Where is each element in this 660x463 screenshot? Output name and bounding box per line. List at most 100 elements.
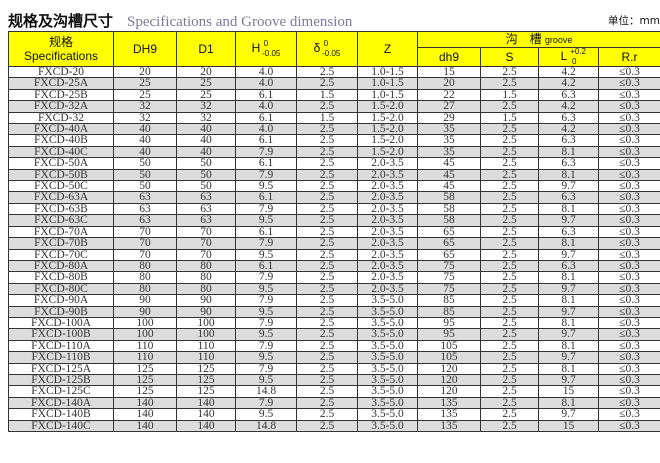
cell-h: 9.5	[235, 248, 297, 261]
cell-z: 1.0-1.5	[357, 77, 418, 90]
cell-dh9-bore: 110	[113, 351, 177, 364]
cell-dh9-bore: 70	[113, 237, 177, 250]
cell-s: 2.5	[480, 396, 539, 410]
cell-s: 2.5	[480, 145, 539, 159]
cell-dh9-bore: 32	[113, 111, 177, 125]
table-row: FXCD-70C 70 70 9.5 2.5 2.0-3.5 65 2.5 9.7 ≤0.3	[8, 248, 660, 261]
cell-d1: 110	[176, 351, 236, 364]
cell-d1: 70	[176, 248, 236, 261]
table-row: FXCD-32 32 32 6.1 1.5 1.5-2.0 29 1.5 6.3 ≤0.3	[8, 111, 660, 125]
cell-delta: 2.5	[296, 180, 358, 193]
table-row: FXCD-90A 90 90 7.9 2.5 3.5-5.0 85 2.5 8.1 ≤0.3	[8, 294, 660, 307]
cell-d1: 32	[176, 100, 236, 113]
cell-spec: FXCD-50B	[8, 168, 114, 182]
cell-l: 6.3	[538, 88, 599, 102]
table-row: FXCD-110B 110 110 9.5 2.5 3.5-5.0 105 2.5 9.7 ≤0.…	[8, 351, 660, 364]
cell-l: 4.2	[538, 123, 599, 136]
cell-rr: ≤0.3	[597, 157, 660, 170]
h-tol-upper: 0	[263, 39, 269, 48]
cell-h: 9.5	[235, 214, 297, 227]
cell-h: 7.9	[235, 339, 297, 353]
cell-s: 2.5	[480, 123, 539, 136]
cell-delta: 2.5	[296, 316, 358, 330]
cell-z: 2.0-3.5	[357, 259, 418, 273]
table-row: FXCD-40A 40 40 4.0 2.5 1.5-2.0 35 2.5 4.2 ≤0.3	[8, 123, 660, 136]
cell-l: 8.1	[538, 339, 599, 353]
cell-spec: FXCD-125C	[8, 385, 114, 398]
cell-d1: 125	[176, 373, 236, 387]
cell-z: 3.5-5.0	[357, 316, 418, 330]
cell-h: 4.0	[235, 100, 297, 113]
cell-groove-dh9: 105	[417, 351, 481, 364]
cell-spec: FXCD-40C	[8, 145, 114, 159]
cell-z: 2.0-3.5	[357, 237, 418, 250]
cell-s: 2.5	[480, 351, 539, 364]
cell-s: 2.5	[480, 419, 539, 433]
cell-rr: ≤0.3	[597, 373, 660, 387]
cell-d1: 50	[176, 180, 236, 193]
table-row: FXCD-25A 25 25 4.0 2.5 1.0-1.5 20 2.5 4.2 ≤0.3	[8, 77, 660, 90]
table-row: FXCD-70B 70 70 7.9 2.5 2.0-3.5 65 2.5 8.1 ≤0.3	[8, 237, 660, 250]
cell-l: 9.7	[538, 282, 599, 296]
cell-z: 1.5-2.0	[357, 100, 418, 113]
cell-rr: ≤0.3	[597, 88, 660, 102]
cell-h: 7.9	[235, 202, 297, 216]
cell-delta: 1.5	[296, 111, 358, 125]
table-row: FXCD-80B 80 80 7.9 2.5 2.0-3.5 75 2.5 8.1 ≤0.3	[8, 271, 660, 284]
cell-z: 2.0-3.5	[357, 202, 418, 216]
cell-l: 9.7	[538, 180, 599, 193]
spec-table: 规格 Specifications DH9 D1 H 0-0.05 δ 0-0.…	[8, 31, 660, 433]
cell-delta: 2.5	[296, 294, 358, 307]
cell-s: 1.5	[480, 111, 539, 125]
cell-dh9-bore: 50	[113, 180, 177, 193]
table-row: FXCD-140B 140 140 9.5 2.5 3.5-5.0 135 2.5 9.7 ≤0.…	[8, 408, 660, 421]
cell-l: 9.7	[538, 214, 599, 227]
cell-d1: 50	[176, 157, 236, 170]
cell-spec: FXCD-100B	[8, 328, 114, 341]
cell-groove-dh9: 65	[417, 225, 481, 239]
header-s: S	[480, 47, 539, 67]
cell-groove-dh9: 58	[417, 202, 481, 216]
cell-spec: FXCD-25A	[8, 77, 114, 90]
cell-l: 15	[538, 385, 599, 398]
cell-l: 8.1	[538, 396, 599, 410]
header-delta-label: δ	[313, 41, 321, 55]
cell-delta: 2.5	[296, 168, 358, 182]
l-tol-lower: 0	[571, 57, 577, 66]
cell-groove-dh9: 135	[417, 419, 481, 433]
cell-h: 9.5	[235, 408, 297, 421]
cell-z: 2.0-3.5	[357, 214, 418, 227]
cell-d1: 125	[176, 362, 236, 375]
cell-dh9-bore: 90	[113, 305, 177, 318]
cell-l: 8.1	[538, 271, 599, 284]
table-row: FXCD-140A 140 140 7.9 2.5 3.5-5.0 135 2.5 8.1 ≤0.…	[8, 396, 660, 410]
cell-s: 2.5	[480, 65, 539, 79]
cell-s: 2.5	[480, 77, 539, 90]
cell-h: 7.9	[235, 396, 297, 410]
cell-dh9-bore: 110	[113, 339, 177, 353]
cell-delta: 2.5	[296, 282, 358, 296]
cell-h: 6.1	[235, 134, 297, 147]
table-row: FXCD-80A 80 80 6.1 2.5 2.0-3.5 75 2.5 6.3 ≤0.3	[8, 259, 660, 273]
cell-d1: 20	[176, 65, 236, 79]
cell-dh9-bore: 40	[113, 145, 177, 159]
table-row: FXCD-125A 125 125 7.9 2.5 3.5-5.0 120 2.5 8.1 ≤0.…	[8, 362, 660, 375]
cell-groove-dh9: 105	[417, 339, 481, 353]
cell-h: 4.0	[235, 77, 297, 90]
cell-z: 3.5-5.0	[357, 408, 418, 421]
cell-h: 9.5	[235, 282, 297, 296]
cell-dh9-bore: 32	[113, 100, 177, 113]
cell-d1: 25	[176, 77, 236, 90]
cell-groove-dh9: 65	[417, 248, 481, 261]
cell-groove-dh9: 45	[417, 157, 481, 170]
cell-d1: 90	[176, 294, 236, 307]
table-row: FXCD-80C 80 80 9.5 2.5 2.0-3.5 75 2.5 9.7 ≤0.3	[8, 282, 660, 296]
header-h: H 0-0.05	[235, 31, 297, 67]
cell-dh9-bore: 80	[113, 271, 177, 284]
cell-dh9-bore: 140	[113, 396, 177, 410]
cell-delta: 2.5	[296, 145, 358, 159]
cell-l: 6.3	[538, 134, 599, 147]
cell-rr: ≤0.3	[597, 100, 660, 113]
cell-z: 1.5-2.0	[357, 111, 418, 125]
cell-z: 1.5-2.0	[357, 145, 418, 159]
